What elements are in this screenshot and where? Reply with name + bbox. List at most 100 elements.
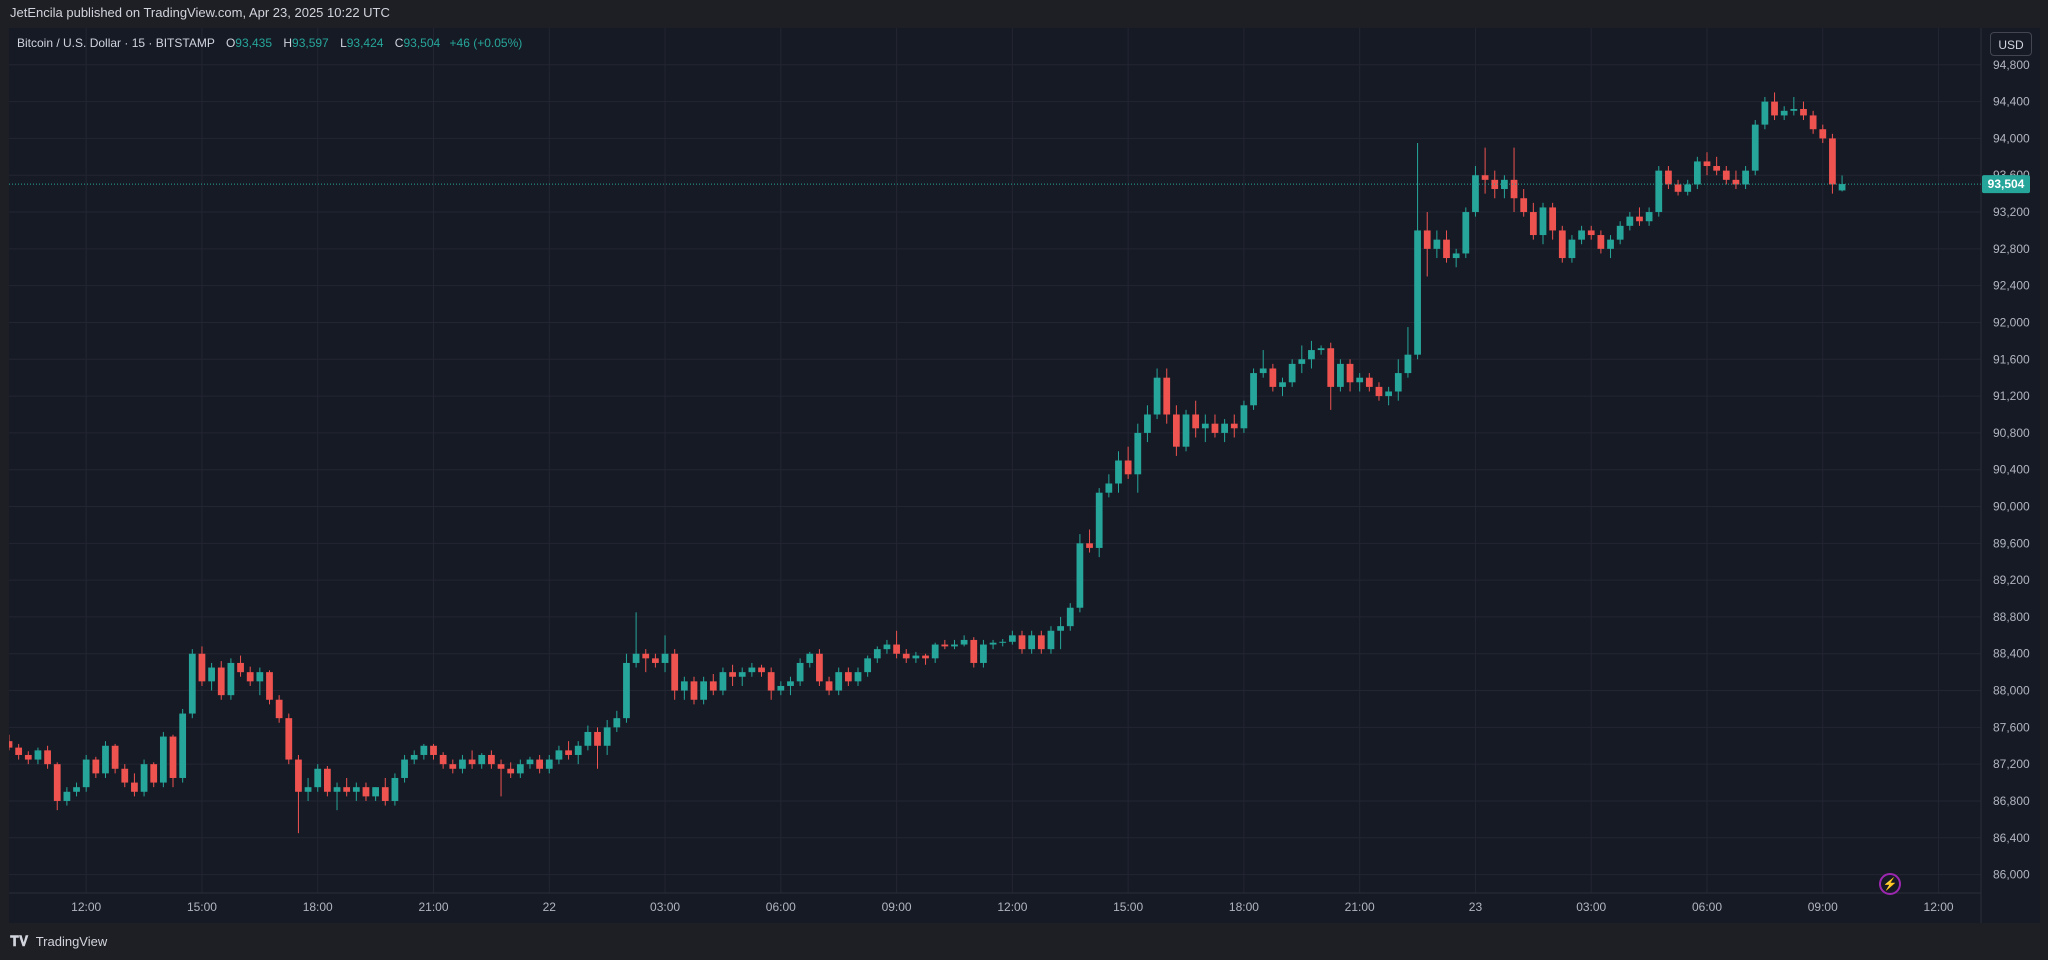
candle-body <box>806 653 814 663</box>
candle-body <box>951 644 958 647</box>
candle-body <box>912 655 920 659</box>
candle-body <box>1829 138 1836 185</box>
candle-body <box>1394 373 1402 392</box>
candle-body <box>1337 363 1344 387</box>
candle-body <box>1269 368 1277 387</box>
candle-body <box>285 718 293 760</box>
candle-body <box>449 764 457 769</box>
candle-body <box>1134 432 1142 475</box>
candle-body <box>478 754 486 765</box>
candle-body <box>208 667 215 682</box>
candle-body <box>1626 216 1634 226</box>
candle-body <box>1414 230 1421 355</box>
candle-body <box>362 787 370 797</box>
candle-body <box>111 745 119 769</box>
candle-body <box>430 745 437 755</box>
candle-body <box>1674 184 1682 192</box>
candle-body <box>1327 348 1335 387</box>
candle-body <box>1356 377 1364 383</box>
candle-body <box>1047 630 1055 650</box>
candle-body <box>700 681 708 700</box>
symbol-name[interactable]: Bitcoin / U.S. Dollar · 15 · BITSTAMP <box>17 36 215 50</box>
chart-pane[interactable]: 86,000 86,400 86,800 87,200 87,600 88,000 88,4… <box>9 28 2040 923</box>
price-tick-label: 86,000 <box>1993 868 2030 882</box>
candle-body <box>902 653 910 659</box>
candle-body <box>459 759 466 769</box>
candle-body <box>15 747 23 755</box>
price-tick-label: 94,000 <box>1993 131 2030 145</box>
candle-body <box>333 787 341 792</box>
time-tick-label: 21:00 <box>1345 900 1375 914</box>
tradingview-logo-icon[interactable]: 𝐓𝐕 <box>10 933 29 949</box>
price-tick-label: 92,800 <box>1993 242 2030 256</box>
brand-name[interactable]: TradingView <box>35 934 108 949</box>
price-tick-label: 88,800 <box>1993 610 2030 624</box>
open-value: 93,435 <box>235 36 272 50</box>
candle-body <box>854 672 862 682</box>
candle-body <box>352 787 360 792</box>
candle-body <box>1375 386 1383 397</box>
candle-body <box>1192 414 1200 429</box>
candle-body <box>516 764 524 774</box>
change-value: +46 (+0.05%) <box>449 36 523 50</box>
candle-body <box>893 644 900 654</box>
candle-body <box>1616 225 1624 240</box>
candle-body <box>1018 635 1026 650</box>
candle-body <box>295 759 302 792</box>
time-tick-label: 06:00 <box>766 900 796 914</box>
price-tick-label: 92,400 <box>1993 279 2030 293</box>
candle-body <box>1751 124 1759 171</box>
candle-body <box>642 653 650 659</box>
price-tick-label: 93,200 <box>1993 205 2030 219</box>
close-value: 93,504 <box>403 36 441 50</box>
candle-body <box>256 672 264 682</box>
candle-body <box>179 713 187 778</box>
publish-info: JetEncila published on TradingView.com, … <box>0 0 2048 26</box>
candle-body <box>9 741 13 748</box>
time-tick-label: 12:00 <box>1924 900 1954 914</box>
candle-body <box>922 655 929 659</box>
candle-body <box>1028 635 1036 650</box>
candle-body <box>690 681 698 700</box>
last-price-label: 93,504 <box>1988 177 2025 191</box>
candle-body <box>970 639 978 663</box>
candle-body <box>1780 110 1788 116</box>
time-tick-label: 09:00 <box>1808 900 1838 914</box>
candle-body <box>1385 391 1393 397</box>
candle-body <box>266 672 273 700</box>
candle-body <box>960 639 968 645</box>
candle-body <box>1250 373 1257 406</box>
high-label: H <box>283 36 293 50</box>
candle-body <box>1587 230 1595 236</box>
candle-body <box>150 764 158 783</box>
candle-body <box>941 644 949 647</box>
candle-body <box>748 667 756 673</box>
candle-body <box>507 768 515 774</box>
candle-body <box>1568 239 1576 259</box>
candle-body <box>526 759 534 765</box>
candle-body <box>1597 235 1605 249</box>
price-tick-label: 89,200 <box>1993 573 2030 587</box>
candle-body <box>545 759 553 769</box>
currency-button[interactable]: USD <box>1990 32 2032 56</box>
candle-body <box>1211 423 1219 433</box>
candle-body <box>1558 230 1566 259</box>
price-tick-label: 91,600 <box>1993 352 2030 366</box>
candle-body <box>661 653 669 663</box>
candle-body <box>1115 460 1122 484</box>
candle-body <box>381 787 389 801</box>
candle-body <box>777 685 785 691</box>
candle-body <box>1443 239 1450 259</box>
candle-body <box>391 777 399 801</box>
candle-body <box>1645 212 1653 222</box>
candle-body <box>1423 230 1431 249</box>
time-tick-label: 23 <box>1469 900 1483 914</box>
candlestick-chart[interactable]: 86,000 86,400 86,800 87,200 87,600 88,000 88,4… <box>9 28 2040 923</box>
lightning-icon[interactable]: ⚡ <box>1879 873 1901 895</box>
candle-body <box>1144 414 1151 433</box>
candle-body <box>1298 359 1306 364</box>
candle-body <box>835 672 843 691</box>
candle-body <box>237 662 244 673</box>
time-tick-label: 06:00 <box>1692 900 1722 914</box>
candle-body <box>1472 175 1479 213</box>
